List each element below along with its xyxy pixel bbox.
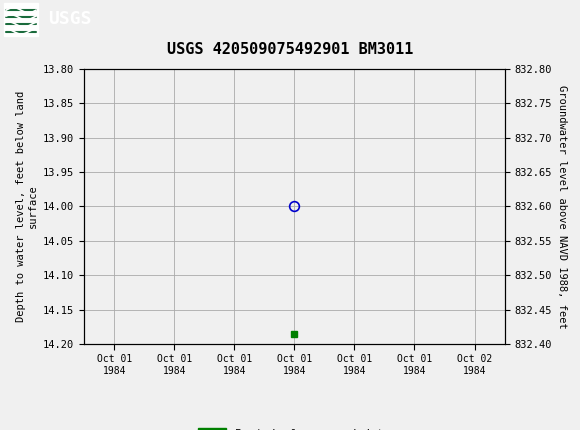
Y-axis label: Depth to water level, feet below land
surface: Depth to water level, feet below land su… [16, 91, 38, 322]
Text: USGS 420509075492901 BM3011: USGS 420509075492901 BM3011 [167, 42, 413, 57]
Y-axis label: Groundwater level above NAVD 1988, feet: Groundwater level above NAVD 1988, feet [557, 85, 567, 328]
Legend: Period of approved data: Period of approved data [194, 424, 395, 430]
Bar [4, 3, 38, 36]
Text: USGS: USGS [48, 10, 92, 28]
